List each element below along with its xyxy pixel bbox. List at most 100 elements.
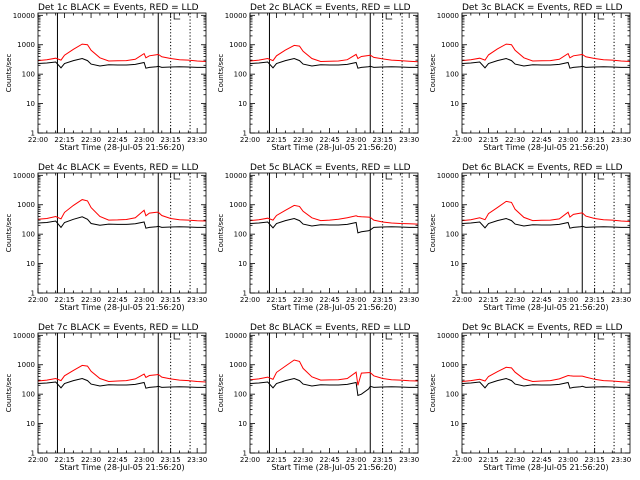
x-tick-label: 22:30 (81, 296, 101, 304)
x-tick-label: 23:15 (373, 296, 393, 304)
plot-frame (249, 332, 419, 454)
y-tick-label: 10 (238, 420, 247, 428)
x-tick-label: 23:15 (585, 296, 605, 304)
x-tick-label: 23:30 (399, 296, 419, 304)
y-tick-label: 10 (26, 100, 35, 108)
legend-marker (385, 333, 393, 340)
panel-title: Det 9c BLACK = Events, RED = LLD (462, 323, 623, 333)
plot-frame (37, 12, 207, 134)
y-axis-label: Counts/sec (429, 54, 437, 93)
x-tick-label: 22:00 (28, 296, 48, 304)
series-events-line (37, 216, 206, 229)
y-tick-label: 100 (446, 231, 459, 239)
x-tick-label: 23:00 (346, 136, 366, 144)
y-tick-label: 100 (234, 391, 247, 399)
x-tick-label: 22:45 (107, 456, 127, 464)
x-tick-label: 23:00 (134, 136, 154, 144)
x-tick-label: 22:45 (531, 296, 551, 304)
x-tick-label: 22:45 (319, 456, 339, 464)
x-tick-label: 23:00 (558, 456, 578, 464)
y-tick-label: 1000 (229, 41, 247, 49)
panel-title: Det 6c BLACK = Events, RED = LLD (462, 163, 623, 173)
x-tick-label: 22:45 (531, 456, 551, 464)
series-lld-line (461, 43, 631, 62)
series-events-line (461, 217, 630, 229)
x-tick-label: 22:30 (293, 296, 313, 304)
x-axis-label: Start Time (28-Jul-05 21:56:20) (271, 463, 396, 472)
y-tick-label: 10000 (225, 12, 247, 20)
x-tick-label: 23:30 (187, 456, 207, 464)
y-tick-label: 1000 (17, 201, 35, 209)
plot-frame (461, 172, 631, 294)
series-lld-line (249, 44, 419, 63)
x-tick-label: 22:15 (266, 456, 286, 464)
panel-det-8: Det 8c BLACK = Events, RED = LLD 1 10 100 10… (217, 323, 419, 472)
y-tick-label: 10000 (437, 172, 459, 180)
x-tick-label: 23:15 (161, 456, 181, 464)
y-tick-label: 100 (446, 71, 459, 79)
x-tick-label: 23:15 (373, 456, 393, 464)
series-events-line (249, 217, 418, 234)
x-tick-label: 23:30 (187, 136, 207, 144)
x-tick-label: 22:45 (319, 296, 339, 304)
x-axis-label: Start Time (28-Jul-05 21:56:20) (271, 303, 396, 312)
x-tick-label: 23:00 (558, 296, 578, 304)
x-tick-label: 22:00 (452, 136, 472, 144)
y-tick-label: 1 (243, 450, 247, 458)
y-axis-label: Counts/sec (429, 214, 437, 253)
series-lld-line (37, 364, 207, 383)
series-lld-line (37, 199, 207, 222)
x-tick-label: 22:45 (531, 136, 551, 144)
series-events-line (461, 57, 630, 69)
y-tick-label: 1 (31, 450, 35, 458)
plot-frame (37, 332, 207, 454)
panel-det-9: Det 9c BLACK = Events, RED = LLD 1 10 100 10… (429, 323, 631, 472)
y-tick-label: 10 (450, 260, 459, 268)
y-tick-label: 1 (455, 290, 459, 298)
x-tick-label: 22:30 (81, 456, 101, 464)
series-events-line (249, 377, 418, 397)
x-tick-label: 23:00 (134, 456, 154, 464)
legend-marker (173, 333, 181, 340)
x-tick-label: 23:30 (611, 136, 631, 144)
x-tick-label: 22:00 (240, 136, 260, 144)
x-axis-label: Start Time (28-Jul-05 21:56:20) (59, 143, 184, 152)
y-axis-label: Counts/sec (5, 214, 13, 253)
y-tick-label: 100 (234, 71, 247, 79)
x-tick-label: 22:45 (107, 136, 127, 144)
x-tick-label: 22:00 (240, 456, 260, 464)
x-axis-label: Start Time (28-Jul-05 21:56:20) (483, 303, 608, 312)
series-lld-line (461, 366, 631, 383)
x-axis-label: Start Time (28-Jul-05 21:56:20) (271, 143, 396, 152)
x-tick-label: 22:15 (478, 136, 498, 144)
x-tick-label: 22:15 (266, 136, 286, 144)
x-tick-label: 22:15 (54, 456, 74, 464)
plot-frame (37, 172, 207, 294)
legend-marker (173, 13, 181, 20)
x-axis-label: Start Time (28-Jul-05 21:56:20) (59, 463, 184, 472)
y-axis-label: Counts/sec (217, 374, 225, 413)
y-tick-label: 100 (446, 391, 459, 399)
series-events-line (461, 377, 630, 389)
y-tick-label: 1000 (441, 361, 459, 369)
y-tick-label: 1 (243, 290, 247, 298)
y-tick-label: 1 (455, 450, 459, 458)
y-tick-label: 100 (22, 391, 35, 399)
panel-title: Det 7c BLACK = Events, RED = LLD (38, 323, 199, 333)
x-tick-label: 23:30 (399, 136, 419, 144)
panel-det-5: Det 5c BLACK = Events, RED = LLD 1 10 100 10… (217, 163, 419, 312)
x-tick-label: 22:00 (28, 136, 48, 144)
x-tick-label: 23:30 (611, 456, 631, 464)
y-axis-label: Counts/sec (5, 54, 13, 93)
x-tick-label: 22:30 (505, 136, 525, 144)
y-tick-label: 1000 (229, 361, 247, 369)
legend-marker (597, 333, 605, 340)
y-tick-label: 10 (450, 420, 459, 428)
panel-det-3: Det 3c BLACK = Events, RED = LLD 1 10 100 10… (429, 3, 631, 152)
y-tick-label: 1000 (17, 361, 35, 369)
y-tick-label: 1 (31, 130, 35, 138)
x-tick-label: 23:30 (187, 296, 207, 304)
x-tick-label: 23:15 (585, 136, 605, 144)
x-tick-label: 23:00 (346, 296, 366, 304)
panel-title: Det 1c BLACK = Events, RED = LLD (38, 3, 199, 13)
